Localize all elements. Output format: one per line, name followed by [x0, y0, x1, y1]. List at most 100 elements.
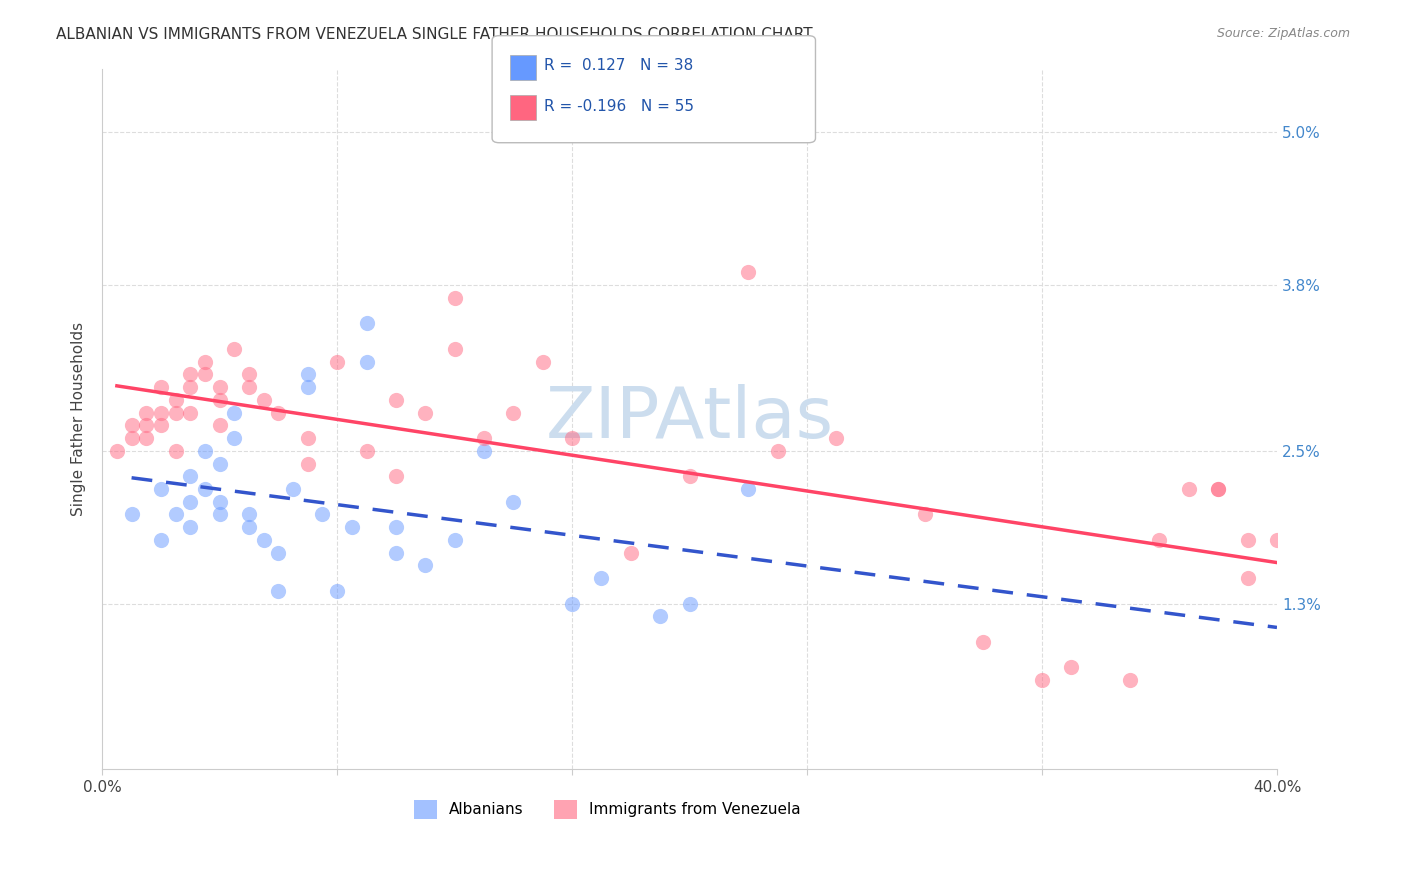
Point	[1119, 673, 1142, 687]
Text: R = -0.196   N = 55: R = -0.196 N = 55	[544, 99, 695, 113]
Point	[194, 482, 217, 496]
Point	[326, 354, 349, 368]
Point	[253, 533, 276, 547]
Point	[194, 368, 217, 382]
Text: Source: ZipAtlas.com: Source: ZipAtlas.com	[1216, 27, 1350, 40]
Point	[311, 508, 333, 522]
Point	[326, 583, 349, 598]
Point	[297, 431, 319, 445]
Point	[620, 546, 643, 560]
Point	[385, 520, 408, 534]
Point	[224, 342, 246, 356]
Point	[443, 533, 465, 547]
Point	[340, 520, 363, 534]
Point	[208, 418, 231, 433]
Point	[413, 405, 436, 419]
Point	[208, 392, 231, 407]
Point	[105, 443, 128, 458]
Legend: Albanians, Immigrants from Venezuela: Albanians, Immigrants from Venezuela	[408, 794, 807, 825]
Point	[208, 494, 231, 508]
Text: ALBANIAN VS IMMIGRANTS FROM VENEZUELA SINGLE FATHER HOUSEHOLDS CORRELATION CHART: ALBANIAN VS IMMIGRANTS FROM VENEZUELA SI…	[56, 27, 813, 42]
Y-axis label: Single Father Households: Single Father Households	[72, 322, 86, 516]
Point	[356, 317, 378, 331]
Point	[1031, 673, 1053, 687]
Point	[179, 469, 201, 483]
Point	[267, 583, 290, 598]
Point	[1149, 533, 1171, 547]
Point	[208, 457, 231, 471]
Point	[267, 546, 290, 560]
Point	[179, 494, 201, 508]
Point	[253, 392, 276, 407]
Point	[1236, 571, 1258, 585]
Point	[238, 520, 260, 534]
Point	[179, 520, 201, 534]
Point	[194, 354, 217, 368]
Point	[135, 405, 157, 419]
Point	[1265, 533, 1288, 547]
Point	[914, 508, 936, 522]
Point	[165, 392, 187, 407]
Point	[443, 291, 465, 305]
Point	[121, 418, 143, 433]
Point	[531, 354, 554, 368]
Point	[737, 482, 759, 496]
Point	[561, 597, 583, 611]
Point	[238, 368, 260, 382]
Point	[1178, 482, 1201, 496]
Point	[356, 443, 378, 458]
Point	[678, 597, 700, 611]
Point	[766, 443, 789, 458]
Point	[1236, 533, 1258, 547]
Point	[502, 494, 524, 508]
Point	[135, 431, 157, 445]
Point	[165, 405, 187, 419]
Point	[297, 457, 319, 471]
Point	[267, 405, 290, 419]
Point	[149, 482, 172, 496]
Point	[179, 405, 201, 419]
Point	[591, 571, 613, 585]
Point	[413, 558, 436, 573]
Point	[472, 431, 495, 445]
Point	[238, 508, 260, 522]
Point	[650, 609, 672, 624]
Point	[356, 354, 378, 368]
Point	[385, 392, 408, 407]
Point	[135, 418, 157, 433]
Point	[502, 405, 524, 419]
Point	[1206, 482, 1229, 496]
Point	[149, 533, 172, 547]
Point	[194, 443, 217, 458]
Point	[165, 508, 187, 522]
Point	[472, 443, 495, 458]
Point	[224, 431, 246, 445]
Point	[385, 546, 408, 560]
Point	[149, 380, 172, 394]
Point	[179, 380, 201, 394]
Point	[297, 368, 319, 382]
Point	[1206, 482, 1229, 496]
Point	[179, 368, 201, 382]
Point	[297, 380, 319, 394]
Point	[737, 265, 759, 279]
Point	[972, 635, 994, 649]
Point	[208, 508, 231, 522]
Point	[825, 431, 848, 445]
Point	[385, 469, 408, 483]
Point	[678, 469, 700, 483]
Point	[149, 405, 172, 419]
Text: R =  0.127   N = 38: R = 0.127 N = 38	[544, 58, 693, 72]
Point	[121, 431, 143, 445]
Point	[281, 482, 304, 496]
Text: ZIPAtlas: ZIPAtlas	[546, 384, 834, 453]
Point	[224, 405, 246, 419]
Point	[208, 380, 231, 394]
Point	[561, 431, 583, 445]
Point	[165, 443, 187, 458]
Point	[149, 418, 172, 433]
Point	[443, 342, 465, 356]
Point	[238, 380, 260, 394]
Point	[121, 508, 143, 522]
Point	[1060, 660, 1083, 674]
